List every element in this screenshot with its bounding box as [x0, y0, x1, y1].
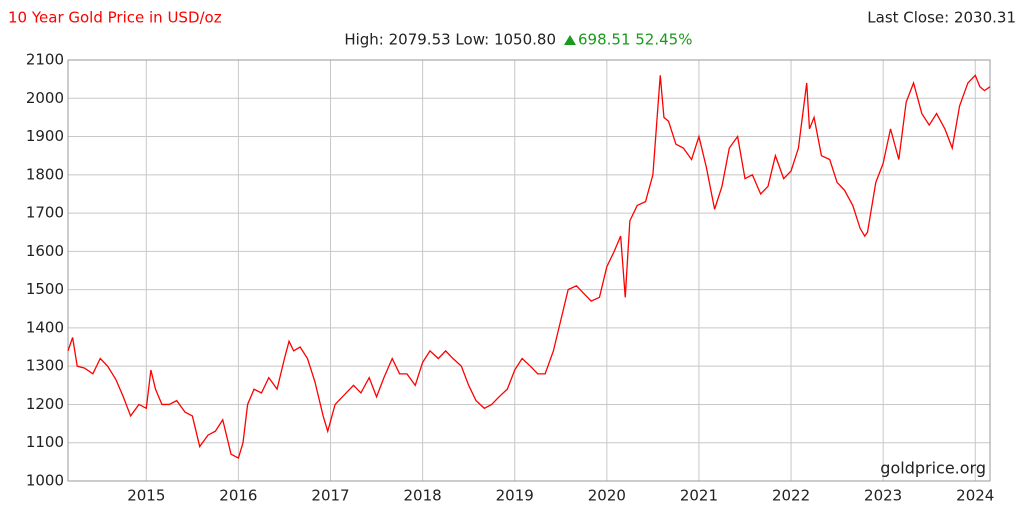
y-tick-label: 2100	[26, 51, 64, 69]
x-tick-label: 2024	[956, 487, 994, 505]
y-tick-label: 1600	[26, 242, 64, 260]
y-tick-label: 1400	[26, 318, 64, 336]
source-label: goldprice.org	[880, 459, 986, 478]
x-tick-label: 2020	[588, 487, 626, 505]
price-line	[67, 74, 991, 459]
x-tick-label: 2015	[127, 487, 165, 505]
x-tick-label: 2019	[496, 487, 534, 505]
x-tick-label: 2022	[772, 487, 810, 505]
y-tick-label: 1300	[26, 357, 64, 375]
y-tick-label: 1000	[26, 472, 64, 490]
x-tick-label: 2023	[864, 487, 902, 505]
y-tick-label: 1200	[26, 395, 64, 413]
change: 698.51 52.45%	[578, 31, 692, 49]
y-tick-label: 2000	[26, 89, 64, 107]
x-tick-label: 2016	[219, 487, 257, 505]
x-tick-label: 2021	[680, 487, 718, 505]
y-tick-label: 1100	[26, 433, 64, 451]
y-tick-label: 1500	[26, 280, 64, 298]
last-close: Last Close: 2030.31	[867, 9, 1016, 27]
y-tick-label: 1700	[26, 204, 64, 222]
plot-frame	[67, 59, 991, 482]
chart-title: 10 Year Gold Price in USD/oz	[8, 9, 222, 27]
x-tick-label: 2017	[311, 487, 349, 505]
y-tick-label: 1900	[26, 127, 64, 145]
stats: High: 2079.53 Low: 1050.80	[344, 31, 556, 49]
y-tick-label: 1800	[26, 165, 64, 183]
up-arrow	[564, 35, 576, 45]
x-tick-label: 2018	[404, 487, 442, 505]
